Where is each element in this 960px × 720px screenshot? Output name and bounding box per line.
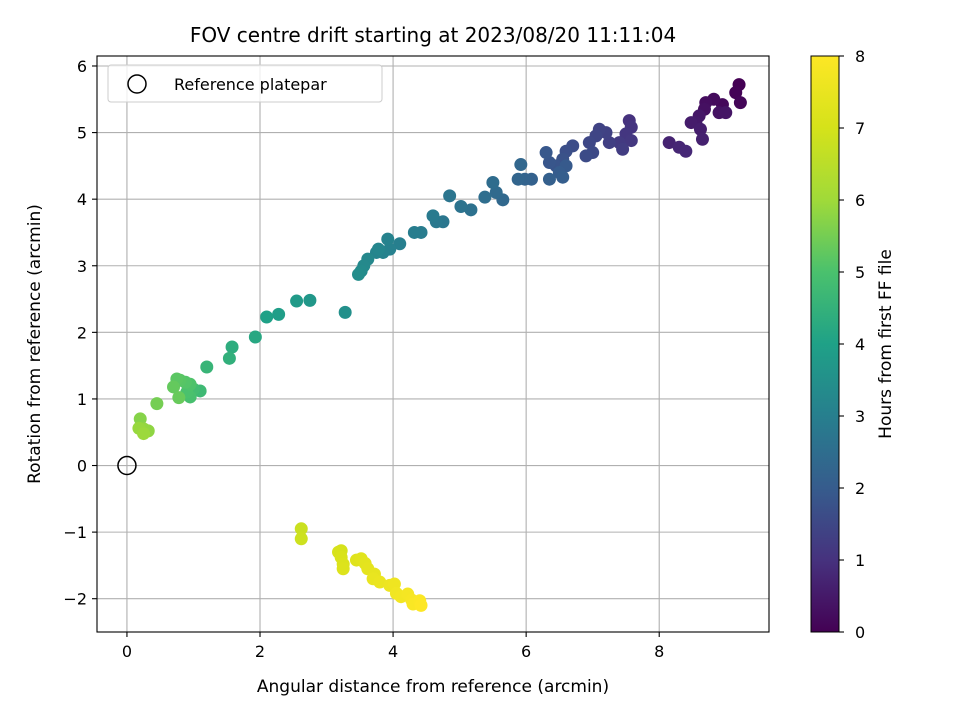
- y-tick-label: 1: [77, 390, 87, 409]
- y-tick-label: −2: [63, 590, 87, 609]
- scatter-point: [624, 134, 638, 148]
- colorbar-tick-label: 8: [855, 47, 865, 66]
- scatter-point: [478, 190, 492, 204]
- scatter-point: [381, 232, 395, 246]
- colorbar-tick-label: 3: [855, 407, 865, 426]
- scatter-point: [511, 172, 525, 186]
- scatter-point: [539, 146, 553, 160]
- scatter-point: [693, 122, 707, 136]
- y-tick-label: 2: [77, 323, 87, 342]
- grid-lines: [97, 56, 769, 632]
- scatter-point: [294, 532, 308, 546]
- x-axis-ticks: 0 2 4 6 8: [122, 632, 664, 661]
- colorbar-tick-label: 6: [855, 191, 865, 210]
- scatter-point: [200, 360, 214, 374]
- data-points: [132, 78, 747, 612]
- scatter-point: [373, 575, 387, 589]
- scatter-point: [582, 136, 596, 150]
- scatter-point: [729, 86, 743, 100]
- x-tick-label: 4: [388, 642, 398, 661]
- reference-platepar-marker: [117, 455, 137, 476]
- scatter-point: [514, 158, 528, 172]
- scatter-point: [260, 310, 274, 324]
- y-axis-ticks: −2 −1 0 1 2 3 4 5 6: [63, 57, 97, 609]
- scatter-point: [542, 172, 556, 186]
- y-tick-label: 3: [77, 257, 87, 276]
- scatter-point: [602, 136, 616, 150]
- y-tick-label: 5: [77, 124, 87, 143]
- scatter-point: [579, 149, 593, 163]
- colorbar-ticks: 0 1 2 3 4 5 6 7 8: [839, 47, 865, 642]
- colorbar-tick-label: 0: [855, 623, 865, 642]
- plot-frame: [96, 55, 770, 633]
- scatter-point: [351, 267, 365, 281]
- scatter-point: [489, 186, 503, 200]
- scatter-point: [272, 307, 286, 321]
- scatter-point: [172, 391, 186, 405]
- colorbar: 0 1 2 3 4 5 6 7 8 Hours from first FF file: [810, 47, 896, 642]
- scatter-point: [426, 209, 440, 223]
- x-axis-label: Angular distance from reference (arcmin): [257, 677, 609, 697]
- scatter-point: [556, 170, 570, 184]
- scatter-point: [679, 144, 693, 158]
- legend-marker-icon: [127, 74, 147, 94]
- colorbar-tick-label: 4: [855, 335, 865, 354]
- x-tick-label: 0: [122, 642, 132, 661]
- chart-title: FOV centre drift starting at 2023/08/20 …: [190, 23, 676, 47]
- scatter-point: [486, 176, 500, 190]
- colorbar-tick-label: 2: [855, 479, 865, 498]
- colorbar-gradient: [810, 55, 840, 633]
- scatter-point: [150, 397, 164, 411]
- y-tick-label: 6: [77, 57, 87, 76]
- scatter-point: [393, 237, 407, 251]
- scatter-point: [407, 225, 421, 239]
- scatter-point: [137, 427, 151, 441]
- legend-box: [107, 64, 383, 103]
- x-tick-label: 2: [255, 642, 265, 661]
- scatter-point: [294, 522, 308, 536]
- legend-label: Reference platepar: [174, 75, 327, 94]
- y-tick-label: −1: [63, 523, 87, 542]
- legend: Reference platepar: [107, 64, 383, 103]
- scatter-point: [695, 132, 709, 146]
- colorbar-tick-label: 5: [855, 263, 865, 282]
- scatter-point: [414, 598, 428, 612]
- scatter-point: [464, 203, 478, 217]
- scatter-point: [542, 156, 556, 170]
- scatter-point: [371, 242, 385, 256]
- scatter-point: [454, 199, 468, 213]
- y-axis-label: Rotation from reference (arcmin): [25, 204, 45, 484]
- scatter-point: [303, 293, 317, 307]
- colorbar-tick-label: 7: [855, 119, 865, 138]
- scatter-point: [222, 351, 236, 365]
- scatter-point: [662, 136, 676, 150]
- scatter-point: [167, 380, 181, 394]
- y-tick-label: 0: [77, 457, 87, 476]
- scatter-point: [733, 96, 747, 110]
- x-tick-label: 6: [521, 642, 531, 661]
- scatter-point: [338, 305, 352, 319]
- colorbar-label: Hours from first FF file: [876, 249, 896, 439]
- scatter-point: [225, 340, 239, 354]
- scatter-point: [336, 562, 350, 576]
- colorbar-tick-label: 1: [855, 551, 865, 570]
- scatter-point: [290, 294, 304, 308]
- scatter-point: [248, 330, 262, 344]
- y-tick-label: 4: [77, 190, 87, 209]
- scatter-point: [616, 142, 630, 156]
- scatter-point: [719, 106, 733, 120]
- scatter-point: [443, 189, 457, 203]
- scatter-point: [684, 116, 698, 130]
- x-tick-label: 8: [654, 642, 664, 661]
